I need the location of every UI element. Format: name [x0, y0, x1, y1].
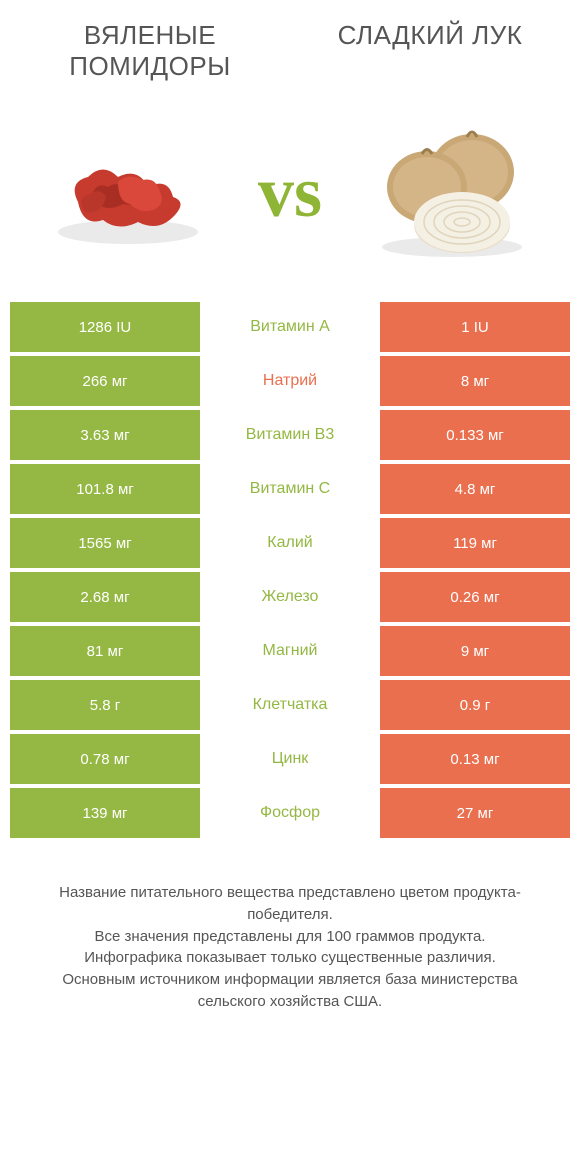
- left-value: 1286 IU: [10, 302, 200, 352]
- left-product-image: [43, 122, 213, 262]
- comparison-table: 1286 IUВитамин A1 IU266 мгНатрий8 мг3.63…: [10, 302, 570, 838]
- table-row: 3.63 мгВитамин B30.133 мг: [10, 410, 570, 460]
- left-value: 0.78 мг: [10, 734, 200, 784]
- nutrient-name: Фосфор: [200, 788, 380, 838]
- left-value: 2.68 мг: [10, 572, 200, 622]
- header: ВЯЛЕНЫЕ ПОМИДОРЫ СЛАДКИЙ ЛУК: [0, 0, 580, 82]
- table-row: 1565 мгКалий119 мг: [10, 518, 570, 568]
- table-row: 0.78 мгЦинк0.13 мг: [10, 734, 570, 784]
- nutrient-name: Калий: [200, 518, 380, 568]
- footer-line: Название питательного вещества представл…: [30, 882, 550, 926]
- left-value: 101.8 мг: [10, 464, 200, 514]
- right-value: 27 мг: [380, 788, 570, 838]
- right-product-title: СЛАДКИЙ ЛУК: [320, 20, 540, 82]
- nutrient-name: Клетчатка: [200, 680, 380, 730]
- left-product-title: ВЯЛЕНЫЕ ПОМИДОРЫ: [40, 20, 260, 82]
- right-value: 0.133 мг: [380, 410, 570, 460]
- right-value: 119 мг: [380, 518, 570, 568]
- left-value: 3.63 мг: [10, 410, 200, 460]
- right-product-image: [367, 122, 537, 262]
- right-value: 0.9 г: [380, 680, 570, 730]
- right-value: 4.8 мг: [380, 464, 570, 514]
- right-value: 9 мг: [380, 626, 570, 676]
- footer-line: Все значения представлены для 100 граммо…: [30, 926, 550, 948]
- vs-label: vs: [258, 151, 322, 234]
- nutrient-name: Цинк: [200, 734, 380, 784]
- left-value: 266 мг: [10, 356, 200, 406]
- nutrient-name: Железо: [200, 572, 380, 622]
- right-value: 8 мг: [380, 356, 570, 406]
- footer-line: Основным источником информации является …: [30, 969, 550, 1013]
- left-value: 1565 мг: [10, 518, 200, 568]
- table-row: 101.8 мгВитамин C4.8 мг: [10, 464, 570, 514]
- left-value: 5.8 г: [10, 680, 200, 730]
- left-value: 139 мг: [10, 788, 200, 838]
- nutrient-name: Витамин C: [200, 464, 380, 514]
- nutrient-name: Витамин A: [200, 302, 380, 352]
- nutrient-name: Магний: [200, 626, 380, 676]
- footer-notes: Название питательного вещества представл…: [0, 842, 580, 1013]
- images-row: vs: [0, 82, 580, 302]
- footer-line: Инфографика показывает только существенн…: [30, 947, 550, 969]
- table-row: 1286 IUВитамин A1 IU: [10, 302, 570, 352]
- right-value: 0.26 мг: [380, 572, 570, 622]
- right-value: 0.13 мг: [380, 734, 570, 784]
- table-row: 266 мгНатрий8 мг: [10, 356, 570, 406]
- table-row: 2.68 мгЖелезо0.26 мг: [10, 572, 570, 622]
- nutrient-name: Натрий: [200, 356, 380, 406]
- table-row: 81 мгМагний9 мг: [10, 626, 570, 676]
- table-row: 139 мгФосфор27 мг: [10, 788, 570, 838]
- right-value: 1 IU: [380, 302, 570, 352]
- nutrient-name: Витамин B3: [200, 410, 380, 460]
- table-row: 5.8 гКлетчатка0.9 г: [10, 680, 570, 730]
- left-value: 81 мг: [10, 626, 200, 676]
